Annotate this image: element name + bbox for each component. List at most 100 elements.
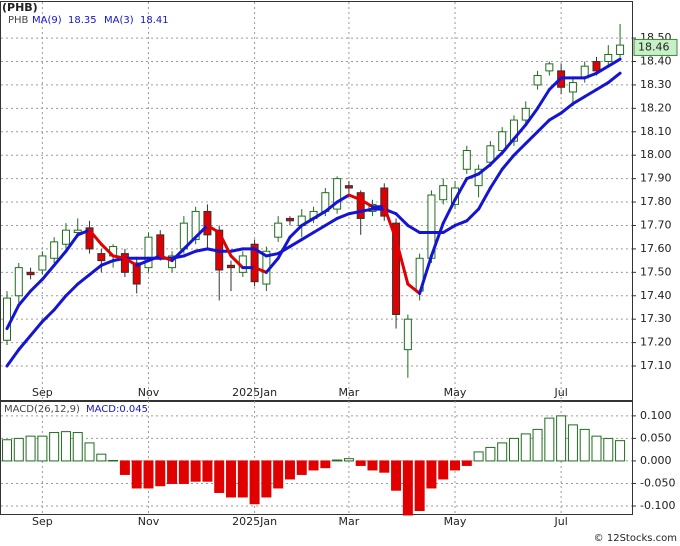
ma-line-segment <box>571 95 587 106</box>
macd-bar <box>155 460 166 487</box>
chart-title: (PHB) <box>2 1 38 14</box>
x-tick-label: Nov <box>138 515 160 528</box>
macd-bar <box>450 460 461 471</box>
x-tick-label: Mar <box>339 515 360 528</box>
ma-line-segment <box>465 207 481 223</box>
ma-line-segment <box>394 212 410 227</box>
macd-bar <box>273 460 284 489</box>
ma-line-segment <box>559 102 575 115</box>
y-tick-label: 18.40 <box>640 55 672 68</box>
macd-bar <box>190 460 201 482</box>
x-tick-label: Sep <box>32 515 53 528</box>
ma-line-segment <box>488 167 504 190</box>
macd-bar <box>567 424 578 462</box>
y-tick-label: 18.10 <box>640 125 672 138</box>
candle-body <box>380 187 389 217</box>
macd-bar <box>438 460 449 480</box>
macd-bar <box>261 460 272 498</box>
macd-bar <box>367 460 378 471</box>
ma-line-segment <box>253 247 268 258</box>
ma-line-segment <box>500 137 516 155</box>
ma-line-segment <box>40 308 56 324</box>
macd-bar <box>414 460 425 511</box>
ma-line-segment <box>312 223 327 235</box>
ma-line-segment <box>99 242 115 258</box>
ma-line-segment <box>264 252 280 258</box>
ma-line-segment <box>465 172 481 181</box>
macd-bar <box>13 437 24 462</box>
macd-bar <box>343 458 354 462</box>
macd-bar <box>72 432 83 462</box>
candle-body <box>509 119 518 142</box>
y-tick-label: 18.00 <box>640 148 672 161</box>
y-tick-label: 18.20 <box>640 101 672 114</box>
macd-bar <box>131 460 142 489</box>
candle-body <box>344 185 353 189</box>
last-price-label: 18.46 <box>638 40 670 53</box>
y-tick-label: 17.30 <box>640 312 672 325</box>
candle-body <box>403 318 412 351</box>
ma-line-segment <box>335 193 351 204</box>
macd-bar <box>25 435 36 462</box>
macd-bar <box>508 437 519 462</box>
ma-line-segment <box>111 254 127 260</box>
macd-bar <box>226 460 237 498</box>
ma-line-segment <box>194 223 209 239</box>
ma-line-segment <box>300 216 316 227</box>
candle-body <box>616 44 625 55</box>
ma-line-segment <box>347 209 363 216</box>
footer: © 12Stocks.com <box>594 533 677 544</box>
candle-body <box>85 227 94 250</box>
candle-body <box>285 217 294 222</box>
candle-body <box>73 229 82 234</box>
macd-bar <box>214 460 225 493</box>
ma-line-segment <box>406 282 422 295</box>
y-tick-label: 17.90 <box>640 172 672 185</box>
candle-body <box>3 297 11 341</box>
x-tick-label: May <box>444 515 467 528</box>
ma-line-segment <box>453 177 469 202</box>
candle-body <box>156 234 165 257</box>
ma-line-segment <box>135 259 150 267</box>
ma-line-segment <box>441 223 457 235</box>
macd-bar <box>308 460 319 471</box>
macd-bar <box>532 428 543 462</box>
ma-line-segment <box>347 193 363 202</box>
macd-bar <box>49 432 60 462</box>
macd-bar <box>603 437 614 462</box>
macd-bar <box>96 453 107 462</box>
ma-line-segment <box>512 141 528 157</box>
ma-line-segment <box>264 256 280 274</box>
candle-body <box>120 253 129 273</box>
ma-line-segment <box>382 205 398 242</box>
ma-line-segment <box>146 254 162 263</box>
x-tick-label: Sep <box>32 386 53 399</box>
ma-line-segment <box>88 263 103 277</box>
ma-line-segment <box>429 221 445 258</box>
ma-line-segment <box>229 247 245 253</box>
ma-line-segment <box>441 198 457 225</box>
ma-line-segment <box>123 256 139 267</box>
ma-line-segment <box>17 334 33 352</box>
y-tick-label: 17.40 <box>640 289 672 302</box>
ma-line-segment <box>158 254 174 263</box>
ma-line-segment <box>76 273 92 286</box>
macd-bar <box>119 460 130 475</box>
ma-line-segment <box>323 200 339 213</box>
ma-line-segment <box>524 130 540 145</box>
x-tick-label: Jul <box>553 386 567 399</box>
candle-body <box>498 131 507 152</box>
ma-line-segment <box>595 64 610 75</box>
y-tick-label: 17.10 <box>640 359 672 372</box>
ma-line-segment <box>52 294 68 312</box>
candle-body <box>38 255 47 271</box>
macd-bar <box>391 460 402 491</box>
y-tick-label: 0.000 <box>640 454 672 467</box>
macd-bar <box>202 460 213 482</box>
ma-line-segment <box>477 186 492 211</box>
macd-bar <box>556 415 567 462</box>
y-tick-label: 17.80 <box>640 195 672 208</box>
ma-line-segment <box>583 71 598 80</box>
ma-line-segment <box>253 266 268 274</box>
